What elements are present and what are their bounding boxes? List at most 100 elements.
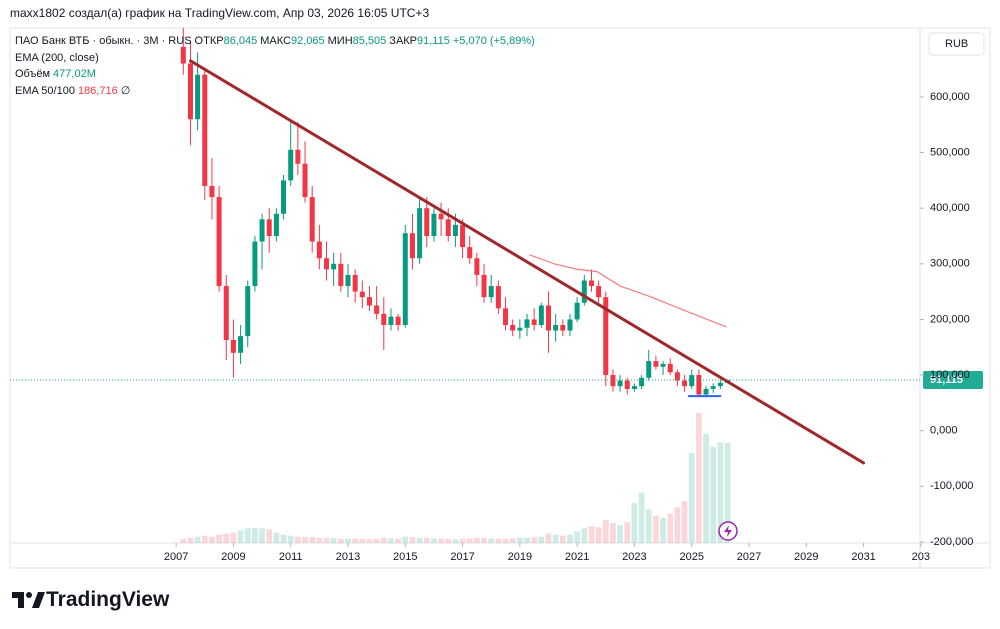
volume-bar	[674, 507, 681, 543]
volume-bar	[395, 538, 401, 543]
candle-body	[653, 361, 659, 367]
volume-bar	[481, 537, 487, 543]
candle-body	[545, 305, 552, 331]
candle-layer	[180, 28, 731, 398]
ohlc-value: 92,065	[290, 35, 325, 47]
candle-body	[682, 380, 688, 387]
volume-bar	[187, 537, 194, 543]
candle-body	[238, 336, 244, 353]
y-tick-label: 100,000	[930, 369, 970, 381]
ohlc-label: МАКС	[260, 35, 291, 47]
indicator-extra: ∅	[120, 84, 131, 97]
overlay-layer: 91,115	[10, 59, 983, 465]
x-tick-label: 2017	[450, 551, 474, 563]
candle-body	[195, 74, 201, 120]
currency-button[interactable]	[928, 32, 985, 56]
x-tick-label: 2031	[851, 551, 875, 563]
volume-bar	[201, 535, 208, 543]
candle-body	[460, 224, 466, 248]
event-icon-bolt	[724, 525, 732, 537]
candle-body	[309, 197, 315, 242]
ohlc-value: 85,505	[352, 35, 387, 47]
volume-bar	[581, 528, 588, 543]
x-tick-label: 2029	[794, 551, 818, 563]
candle-body	[331, 263, 337, 270]
chart-frame	[9, 27, 991, 569]
volume-bar	[545, 533, 552, 543]
indicator-value: 477,02M	[53, 68, 96, 80]
volume-bar	[567, 534, 573, 543]
y-tick-label: -200,000	[930, 536, 973, 548]
volume-bar	[352, 538, 359, 543]
volume-bar	[459, 538, 466, 543]
x-tick-label: 2009	[221, 551, 245, 563]
candle-body	[445, 219, 451, 237]
candle-body	[495, 286, 501, 309]
volume-bar	[330, 538, 337, 543]
volume-bar	[287, 535, 294, 543]
candle-body	[631, 386, 637, 389]
volume-bar	[610, 523, 616, 543]
candle-body	[710, 386, 716, 389]
volume-bar	[373, 538, 380, 543]
candle-body	[438, 213, 444, 220]
candle-body	[574, 302, 580, 320]
indicator-name: EMA 50/100	[15, 84, 75, 97]
legend: ПАО Банк ВТБ · обыкн. · 3М · RUS ОТКР86,0…	[15, 33, 538, 99]
candle-body	[581, 280, 587, 303]
volume-layer	[180, 413, 731, 543]
currency-label[interactable]: RUB	[945, 38, 968, 50]
candle-body	[689, 375, 695, 387]
candle-body	[223, 286, 229, 341]
candle-body	[359, 291, 365, 298]
candle-body	[381, 313, 387, 325]
candle-body	[560, 324, 566, 331]
volume-bar	[280, 534, 287, 543]
y-tick-label: 400,000	[930, 202, 970, 214]
header: maxx1802 создал(а) график на TradingView…	[10, 6, 430, 20]
candle-body	[703, 388, 709, 395]
volume-bar	[552, 534, 559, 543]
x-tick-label: 2011	[279, 551, 303, 563]
candle-body	[281, 180, 287, 214]
volume-bar	[359, 538, 366, 543]
axis-layer: 600,000 500,000 400,000 300,000 200,000 100,0…	[164, 91, 974, 563]
candle-body	[252, 241, 258, 287]
y-tick-label: 0,000	[930, 425, 958, 437]
price-label: 91,115	[930, 374, 963, 386]
volume-bar	[681, 501, 688, 543]
volume-bar	[244, 528, 251, 543]
candle-body	[531, 319, 537, 325]
volume-bar	[452, 539, 459, 543]
change: +5,070 (+5,89%)	[452, 35, 535, 47]
candle-body	[646, 361, 652, 378]
candle-body	[273, 213, 279, 237]
chart: 91,115 600,000 500,000 400,000 300,000 200,0…	[9, 27, 991, 569]
volume-bar	[531, 537, 538, 543]
y-tick-label: -100,000	[930, 480, 973, 492]
volume-bar	[230, 532, 237, 543]
candle-body	[567, 319, 573, 331]
volume-bar	[409, 537, 416, 543]
volume-bar	[488, 538, 495, 543]
volume-bar	[295, 536, 301, 543]
volume-bar	[645, 509, 652, 543]
volume-bar	[323, 537, 330, 543]
candle-body	[180, 46, 186, 64]
x-tick-label: 2027	[737, 551, 761, 563]
candle-body	[259, 219, 265, 242]
volume-bar	[502, 538, 509, 543]
volume-bar	[660, 517, 666, 543]
candle-body	[610, 375, 616, 387]
brand-name: TradingView	[46, 588, 170, 611]
legend-row: ПАО Банк ВТБ · обыкн. · 3М · RUS ОТКР86,0…	[15, 33, 538, 50]
volume-bar	[717, 442, 724, 543]
x-tick-label: 203	[912, 551, 930, 563]
candle-body	[588, 280, 594, 287]
volume-bar	[724, 442, 731, 543]
volume-bar	[495, 538, 502, 543]
footer: TradingView	[10, 588, 169, 612]
volume-bar	[624, 522, 631, 543]
trend-line	[188, 59, 866, 465]
